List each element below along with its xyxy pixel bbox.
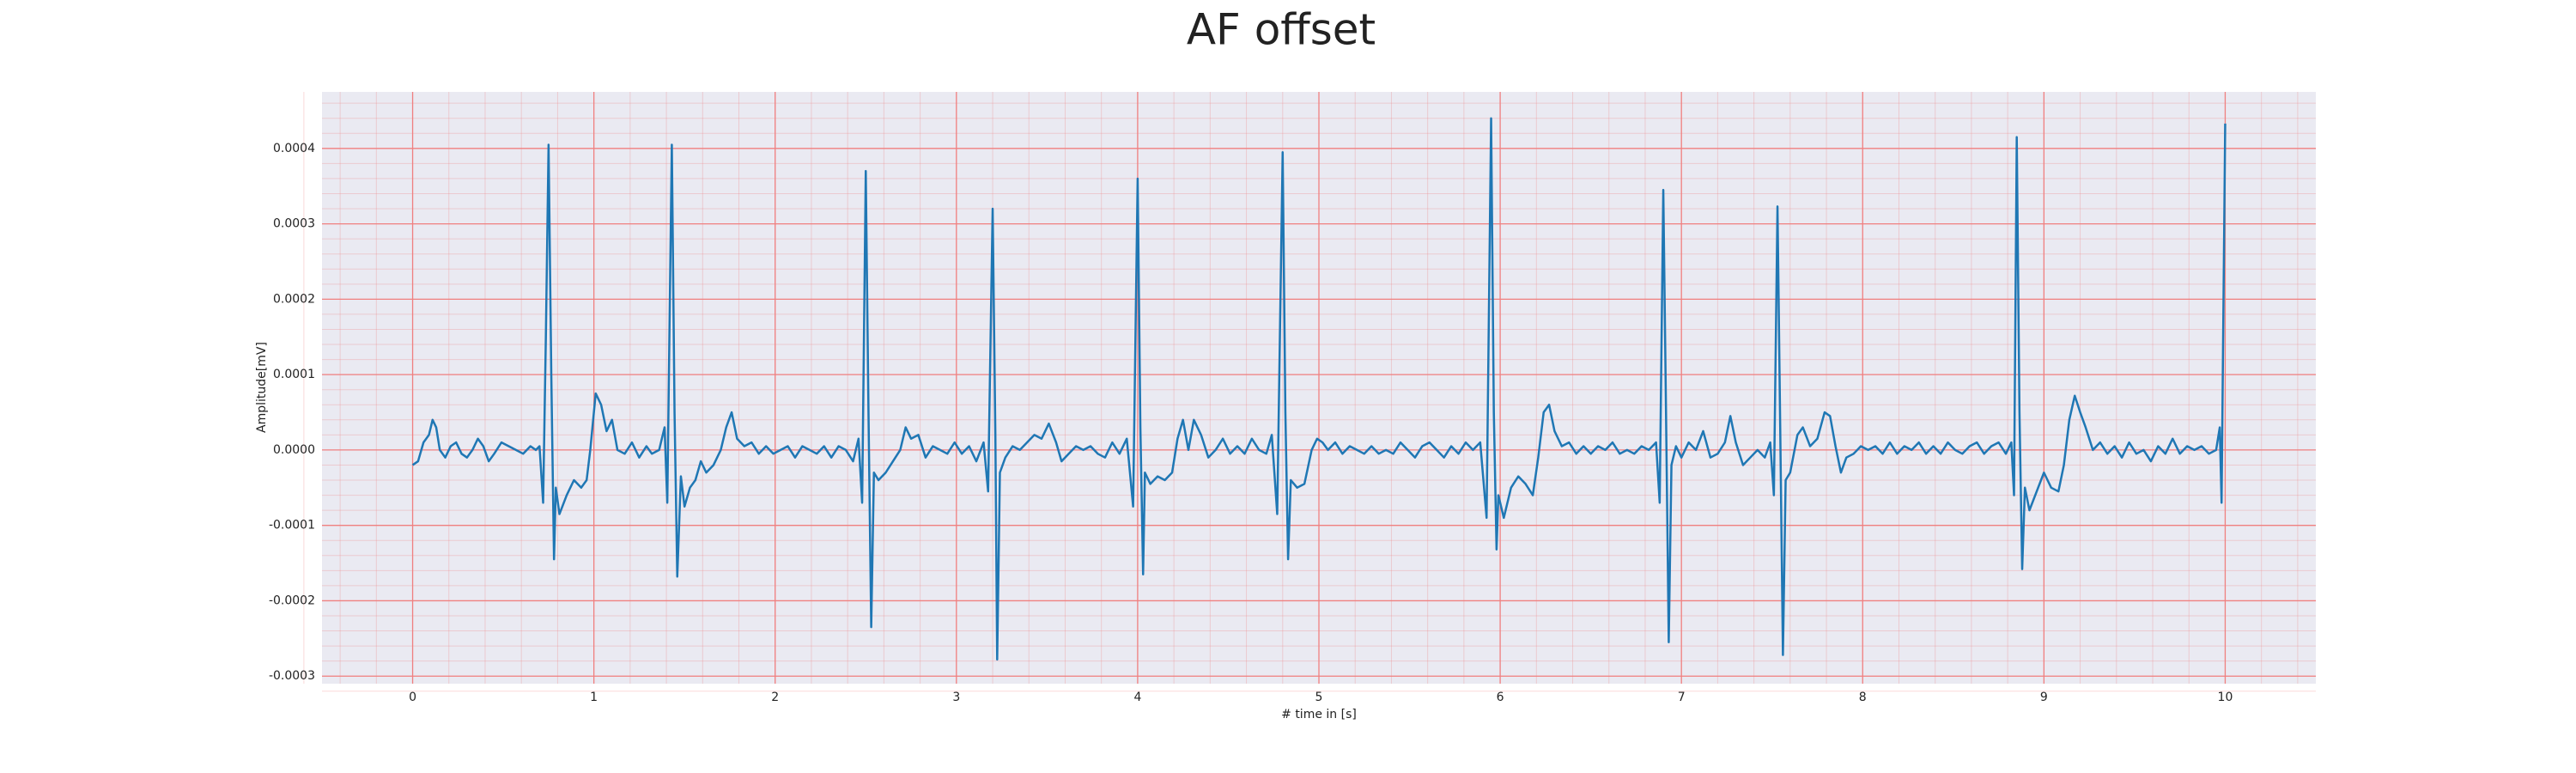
x-tick-label: 2 <box>771 691 779 704</box>
x-tick-label: 6 <box>1497 691 1504 704</box>
y-tick-label: 0.0004 <box>273 142 315 155</box>
y-tick-label: -0.0002 <box>269 593 315 607</box>
x-tick-label: 10 <box>2218 691 2233 704</box>
y-tick-label: 0.0001 <box>273 368 315 381</box>
y-tick-label: -0.0001 <box>269 519 315 533</box>
signal-line <box>411 117 2227 661</box>
x-tick-label: 5 <box>1315 691 1323 704</box>
x-tick-label: 9 <box>2040 691 2048 704</box>
y-tick-label: 0.0003 <box>273 217 315 231</box>
y-tick-label: -0.0003 <box>269 669 315 683</box>
y-tick-label: 0.0000 <box>273 443 315 457</box>
chart-title: AF offset <box>1187 5 1376 55</box>
y-tick-label: 0.0002 <box>273 292 315 306</box>
x-tick-label: 0 <box>409 691 416 704</box>
y-axis-label: Amplitude[mV] <box>255 342 269 433</box>
x-tick-label: 7 <box>1678 691 1686 704</box>
x-tick-label: 3 <box>952 691 960 704</box>
x-tick-label: 4 <box>1133 691 1141 704</box>
x-tick-label: 1 <box>590 691 598 704</box>
x-tick-label: 8 <box>1859 691 1867 704</box>
x-axis-label: # time in [s] <box>1281 708 1357 721</box>
